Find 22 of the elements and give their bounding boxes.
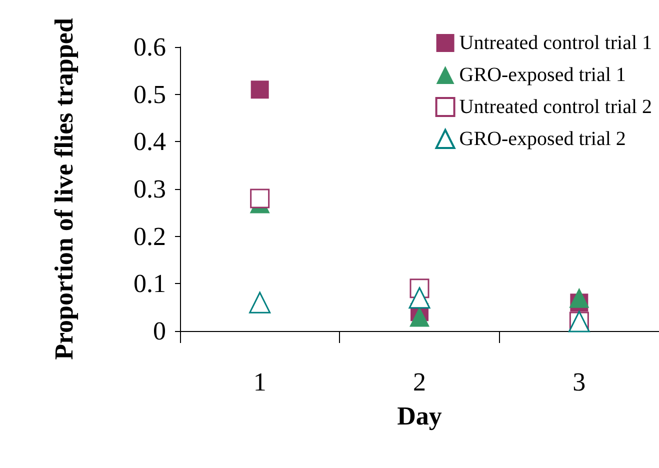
point xyxy=(410,306,430,327)
legend-label: GRO-exposed trial 2 xyxy=(459,128,626,150)
x-axis-title: Day xyxy=(397,402,442,430)
y-tick-label: 0.6 xyxy=(134,32,166,62)
x-tick-label: 1 xyxy=(253,368,266,396)
point xyxy=(249,292,271,314)
point xyxy=(569,288,590,308)
y-tick-label: 0.2 xyxy=(134,222,166,251)
y-tick-label: 0.4 xyxy=(134,127,166,156)
legend-label: Untreated control trial 2 xyxy=(459,96,652,118)
legend-label: Untreated control trial 1 xyxy=(459,32,652,54)
y-tick-label: 0.1 xyxy=(134,269,166,298)
y-tick-label: 0 xyxy=(153,316,166,346)
point xyxy=(408,287,430,309)
y-axis-title: Proportion of live flies trapped xyxy=(50,18,78,360)
legend-label: GRO-exposed trial 1 xyxy=(459,64,626,86)
x-tick-label: 3 xyxy=(572,368,586,396)
x-tick-label: 2 xyxy=(413,368,426,396)
point xyxy=(250,80,269,99)
y-tick-label: 0.3 xyxy=(134,174,166,204)
point xyxy=(250,188,270,208)
y-tick-label: 0.5 xyxy=(134,80,166,109)
